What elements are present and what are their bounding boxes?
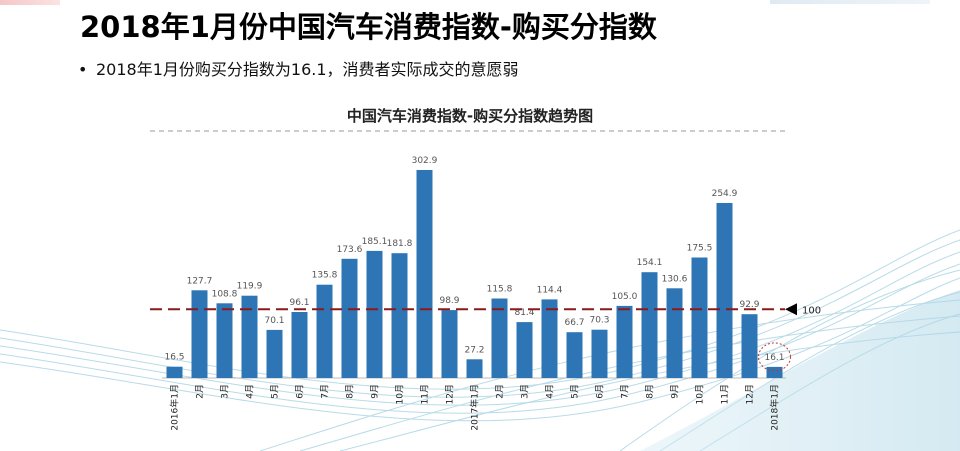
x-tick-label-4: 5月 (270, 384, 281, 399)
bar-1 (191, 290, 208, 378)
bar-22 (716, 203, 733, 378)
bar-14 (516, 322, 533, 378)
highlight-circle (758, 342, 791, 372)
reference-line-label: 100 (802, 305, 821, 316)
bar-6 (316, 284, 333, 378)
bar-21 (691, 257, 708, 378)
bar-value-label-8: 185.1 (362, 237, 388, 247)
x-tick-label-9: 10月 (395, 384, 406, 404)
x-tick-label-20: 9月 (670, 384, 681, 399)
bar-value-label-20: 130.6 (662, 274, 688, 284)
bar-15 (541, 299, 558, 378)
x-tick-labels: 2016年1月 2月 3月 4月 5月 6月 7月 8月 9月 10月 11月 12月 2017年1月 2… (169, 384, 781, 431)
bar-7 (341, 258, 358, 378)
x-tick-label-15: 4月 (545, 384, 556, 399)
bar-value-label-10: 302.9 (412, 156, 438, 166)
bar-3 (241, 295, 258, 378)
x-tick-label-24: 2018年1月 (769, 384, 781, 431)
bar-series (166, 170, 783, 378)
x-tick-label-19: 8月 (645, 384, 656, 399)
bar-0 (166, 366, 183, 378)
x-tick-label-13: 2月 (495, 384, 506, 399)
corner-decoration-right (770, 0, 930, 4)
bar-value-label-6: 135.8 (312, 271, 338, 281)
bar-5 (291, 312, 308, 378)
x-tick-label-5: 6月 (295, 384, 306, 399)
bar-4 (266, 329, 283, 378)
bar-2 (216, 303, 233, 378)
x-tick-label-11: 12月 (445, 384, 456, 404)
bar-value-label-1: 127.7 (187, 276, 213, 286)
bar-value-label-13: 115.8 (487, 285, 513, 295)
x-tick-label-22: 11月 (720, 384, 731, 404)
bar-12 (466, 359, 483, 378)
bar-value-label-9: 181.8 (387, 239, 413, 249)
x-tick-label-7: 8月 (345, 384, 356, 399)
bar-24 (766, 366, 783, 378)
bar-23 (741, 314, 758, 378)
bar-19 (641, 272, 658, 378)
bar-11 (441, 310, 458, 378)
x-tick-label-6: 7月 (320, 384, 331, 399)
bar-value-label-17: 70.3 (589, 316, 609, 326)
bar-value-label-21: 175.5 (687, 244, 713, 254)
bar-value-label-11: 98.9 (439, 296, 459, 306)
bar-9 (391, 253, 408, 378)
bullet-text: 2018年1月份购买分指数为16.1，消费者实际成交的意愿弱 (96, 60, 519, 79)
x-tick-label-16: 5月 (570, 384, 581, 399)
bar-16 (566, 332, 583, 378)
bar-value-label-2: 108.8 (212, 289, 238, 299)
bar-value-label-16: 66.7 (564, 318, 584, 328)
bar-value-label-18: 105.0 (612, 292, 638, 302)
bar-20 (666, 288, 683, 378)
x-tick-label-23: 12月 (745, 384, 756, 404)
x-tick-label-21: 10月 (695, 384, 706, 404)
bar-13 (491, 298, 508, 378)
bullet-dot-icon: • (78, 60, 88, 79)
bar-value-label-3: 119.9 (237, 282, 263, 292)
x-tick-label-1: 2月 (195, 384, 206, 399)
bullet-point: • 2018年1月份购买分指数为16.1，消费者实际成交的意愿弱 (78, 56, 519, 80)
bar-value-label-19: 154.1 (637, 258, 663, 268)
bar-value-label-7: 173.6 (337, 245, 363, 255)
slide-title: 2018年1月份中国汽车消费指数-购买分指数 (80, 10, 657, 44)
chart-title: 中国汽车消费指数-购买分指数趋势图 (347, 107, 593, 125)
x-tick-label-3: 4月 (245, 384, 256, 399)
bar-8 (366, 250, 383, 378)
x-tick-label-8: 9月 (370, 384, 381, 399)
reference-arrow-icon (785, 303, 797, 316)
x-tick-label-14: 3月 (520, 384, 531, 399)
corner-decoration-left (0, 0, 60, 5)
x-tick-label-0: 2016年1月 (169, 384, 181, 431)
bar-value-label-5: 96.1 (289, 298, 309, 308)
x-tick-label-17: 6月 (595, 384, 606, 399)
x-tick-label-10: 11月 (420, 384, 431, 404)
wave-fill (640, 290, 960, 451)
bar-value-label-22: 254.9 (712, 189, 738, 199)
bar-18 (616, 305, 633, 378)
bar-10 (416, 170, 433, 378)
bar-value-label-14: 81.4 (514, 308, 534, 318)
bar-value-label-4: 70.1 (264, 316, 284, 326)
x-tick-label-12: 2017年1月 (469, 384, 481, 431)
bar-value-label-12: 27.2 (464, 345, 484, 355)
x-tick-label-18: 7月 (620, 384, 631, 399)
bar-value-label-24: 16.1 (764, 353, 784, 363)
x-tick-label-2: 3月 (220, 384, 231, 399)
bar-value-label-0: 16.5 (164, 353, 184, 363)
bar-17 (591, 329, 608, 378)
bar-value-label-15: 114.4 (537, 285, 563, 295)
bar-value-label-23: 92.9 (739, 300, 759, 310)
